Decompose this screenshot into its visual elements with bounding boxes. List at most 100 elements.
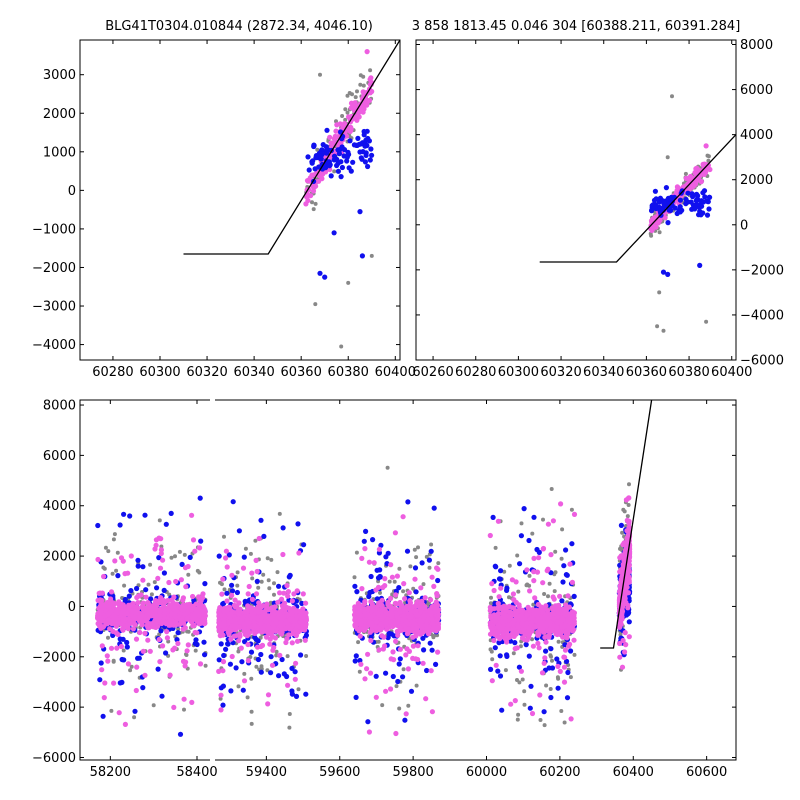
data-point-pink (220, 576, 226, 582)
data-point-pink (182, 663, 188, 669)
data-point-blue (135, 655, 141, 661)
data-point-blue (697, 208, 703, 214)
data-point-blue (252, 634, 258, 641)
data-point-blue (305, 154, 311, 160)
data-point-gray (542, 592, 547, 596)
outlier-point-blue (331, 230, 337, 236)
data-point-gray (103, 545, 108, 550)
data-point-blue (159, 693, 165, 699)
data-point-pink (299, 626, 305, 633)
data-point-gray (552, 589, 557, 594)
data-point-blue (161, 587, 167, 594)
data-point-blue (404, 548, 411, 554)
data-point-pink (303, 600, 309, 606)
data-point-blue (650, 204, 656, 210)
data-point-blue (128, 588, 134, 594)
data-point-blue (368, 146, 374, 152)
data-point-gray (256, 585, 261, 590)
data-point-gray (683, 171, 688, 176)
data-point-pink (219, 591, 225, 597)
data-point-pink (101, 573, 107, 580)
data-point-pink (192, 629, 198, 636)
data-point-pink (245, 591, 251, 597)
data-point-pink (388, 562, 394, 568)
data-point-gray (355, 89, 359, 94)
data-point-blue (241, 554, 247, 560)
data-point-blue (255, 656, 261, 663)
data-point-gray (166, 639, 171, 644)
data-point-blue (229, 588, 236, 594)
data-point-gray (514, 778, 518, 782)
data-point-gray (392, 579, 397, 584)
data-point-gray (334, 119, 338, 124)
data-point-pink (540, 580, 546, 586)
data-point-gray (152, 580, 157, 585)
data-point-pink (184, 615, 190, 622)
data-point-blue (555, 685, 561, 691)
data-point-pink (436, 611, 442, 618)
data-point-blue (119, 679, 125, 686)
data-point-gray (311, 207, 316, 212)
data-point-gray (249, 709, 254, 714)
data-point-gray (511, 651, 516, 656)
data-point-blue (227, 661, 233, 667)
data-point-blue (223, 646, 229, 652)
data-point-pink (190, 623, 196, 629)
data-point-pink (373, 615, 379, 621)
data-point-gray (507, 595, 511, 600)
data-point-pink (269, 605, 275, 611)
data-point-blue (233, 665, 239, 671)
data-point-blue (221, 652, 227, 659)
data-point-blue (499, 707, 505, 713)
data-point-pink (232, 597, 238, 603)
data-point-pink (389, 574, 395, 580)
data-point-blue (702, 194, 708, 200)
data-point-gray (706, 158, 711, 163)
data-point-blue (363, 137, 369, 143)
data-point-pink (433, 599, 439, 605)
data-point-pink (180, 658, 187, 665)
data-point-pink (252, 623, 258, 629)
x-tick-label: 60380 (328, 365, 369, 380)
data-point-blue (339, 144, 345, 150)
data-point-pink (358, 661, 364, 667)
data-point-pink (377, 602, 384, 609)
data-point-pink (111, 680, 117, 686)
data-point-pink (373, 694, 379, 700)
data-point-pink (362, 606, 368, 613)
outlier-point-gray (318, 72, 322, 77)
data-point-pink (359, 96, 365, 102)
data-point-blue (155, 666, 161, 672)
data-point-pink (413, 612, 420, 618)
data-point-pink (276, 611, 282, 617)
data-point-pink (161, 607, 167, 613)
data-point-blue (276, 583, 282, 589)
data-point-gray (159, 544, 164, 549)
data-point-pink (216, 620, 222, 626)
data-point-pink (190, 593, 196, 600)
data-point-pink (281, 590, 287, 596)
data-point-blue (220, 683, 226, 689)
data-point-pink (108, 589, 115, 595)
data-point-pink (418, 585, 424, 591)
data-point-gray (340, 114, 345, 118)
data-point-pink (348, 126, 354, 132)
data-point-gray (236, 684, 241, 689)
data-point-gray (401, 667, 406, 672)
data-point-blue (115, 573, 121, 579)
data-point-blue (124, 644, 130, 650)
data-point-gray (173, 554, 177, 559)
data-point-pink (224, 598, 230, 604)
data-point-pink (273, 616, 279, 622)
data-point-pink (225, 606, 231, 612)
data-point-pink (390, 649, 396, 655)
data-point-blue (427, 640, 433, 646)
data-point-gray (315, 147, 320, 152)
data-point-blue (323, 165, 329, 171)
data-point-blue (100, 713, 106, 719)
data-point-gray (149, 592, 154, 597)
data-point-blue (405, 499, 411, 505)
data-point-pink (157, 565, 164, 571)
data-point-gray (151, 703, 156, 708)
